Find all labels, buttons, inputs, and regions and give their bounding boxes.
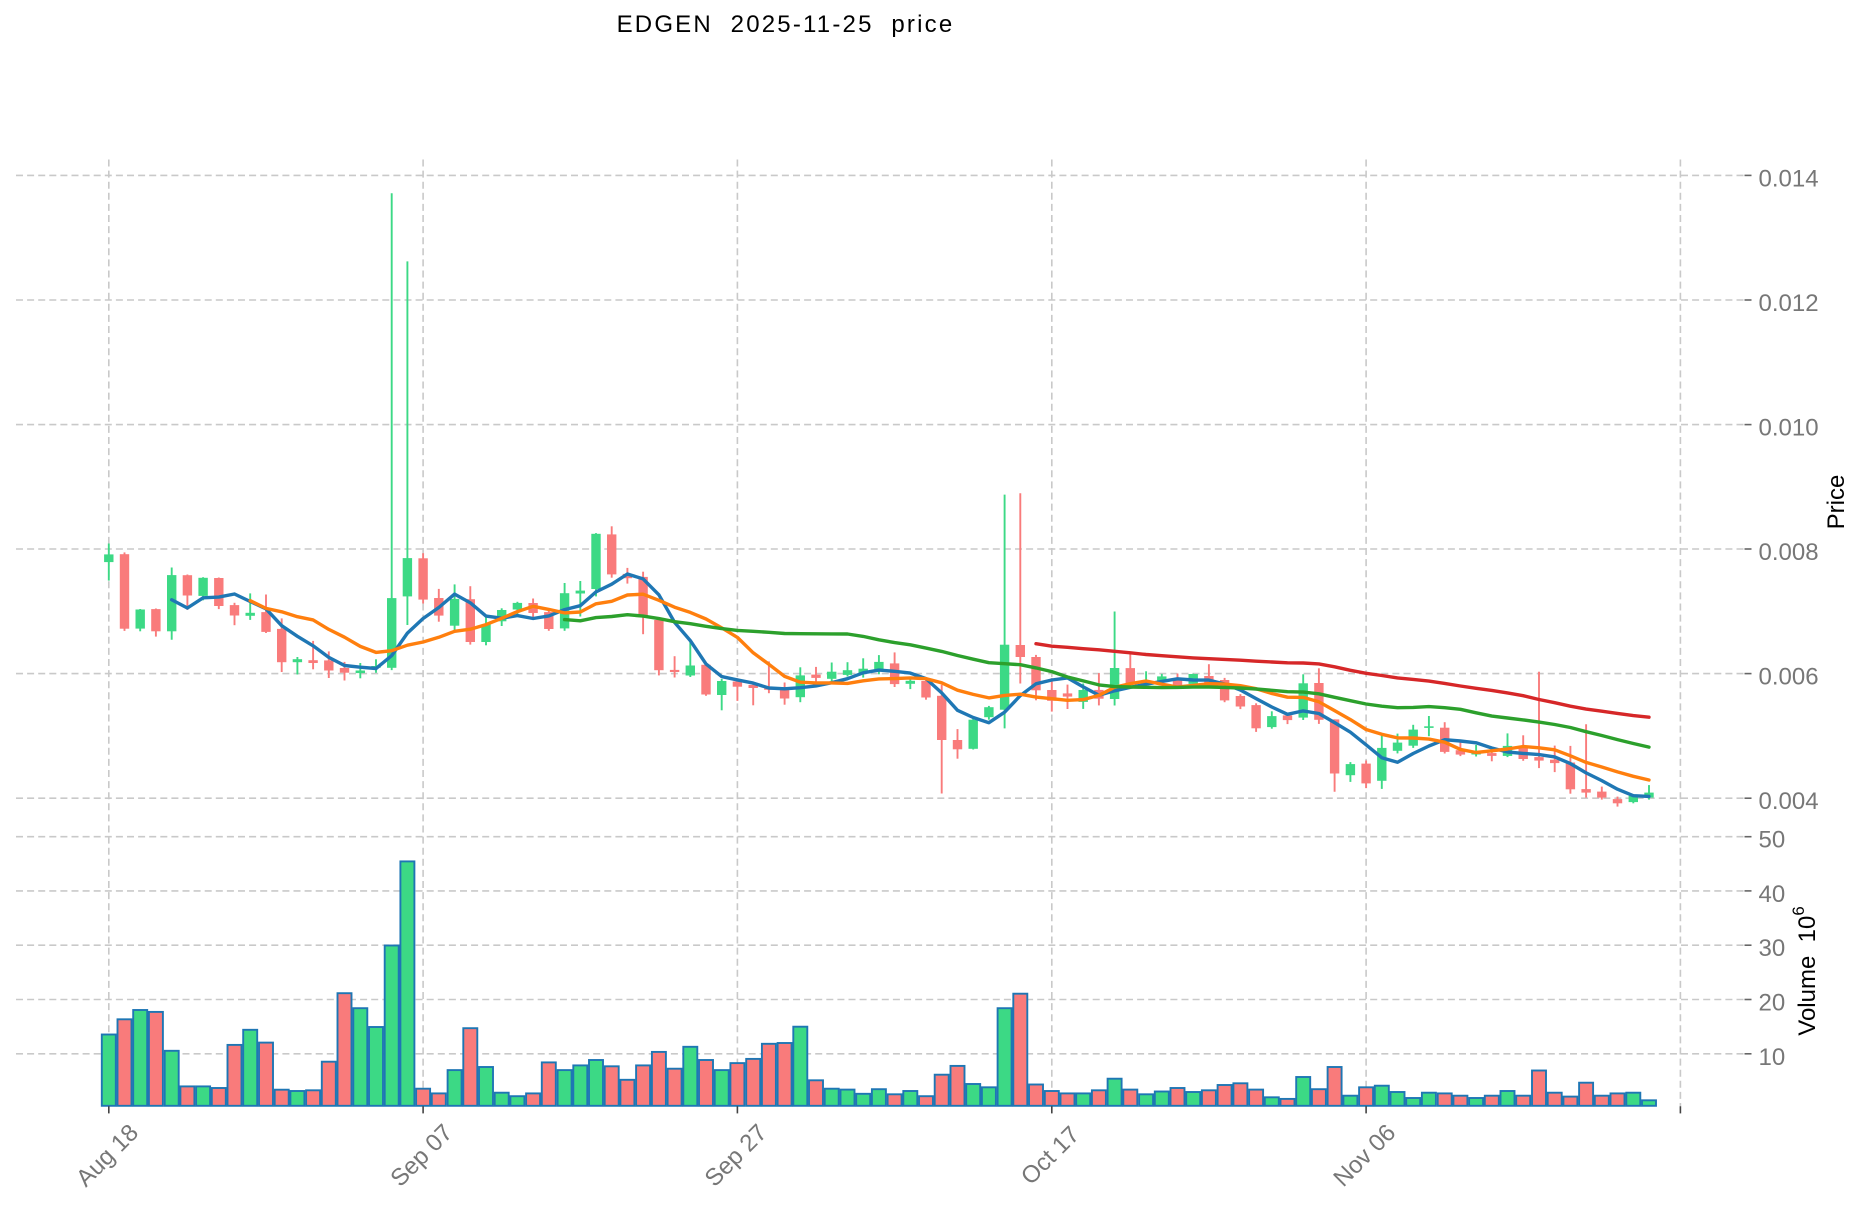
- svg-text:Price: Price: [1823, 475, 1850, 530]
- svg-text:EDGEN 2025-11-25 price: EDGEN 2025-11-25 price: [617, 11, 955, 38]
- svg-text:10: 10: [1759, 1044, 1786, 1071]
- svg-text:0.004: 0.004: [1759, 788, 1819, 815]
- svg-text:Volume 106: Volume 106: [1789, 906, 1821, 1035]
- svg-text:0.012: 0.012: [1759, 290, 1819, 317]
- svg-text:0.014: 0.014: [1759, 165, 1819, 192]
- svg-text:0.010: 0.010: [1759, 415, 1819, 442]
- svg-text:50: 50: [1759, 827, 1786, 854]
- svg-text:0.006: 0.006: [1759, 664, 1819, 691]
- svg-text:40: 40: [1759, 881, 1786, 908]
- svg-text:20: 20: [1759, 990, 1786, 1017]
- svg-text:30: 30: [1759, 935, 1786, 962]
- svg-text:0.008: 0.008: [1759, 539, 1819, 566]
